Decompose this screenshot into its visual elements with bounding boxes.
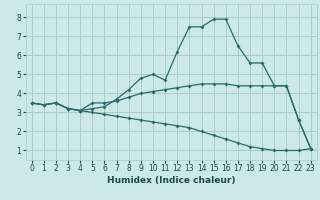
X-axis label: Humidex (Indice chaleur): Humidex (Indice chaleur) [107,176,236,185]
